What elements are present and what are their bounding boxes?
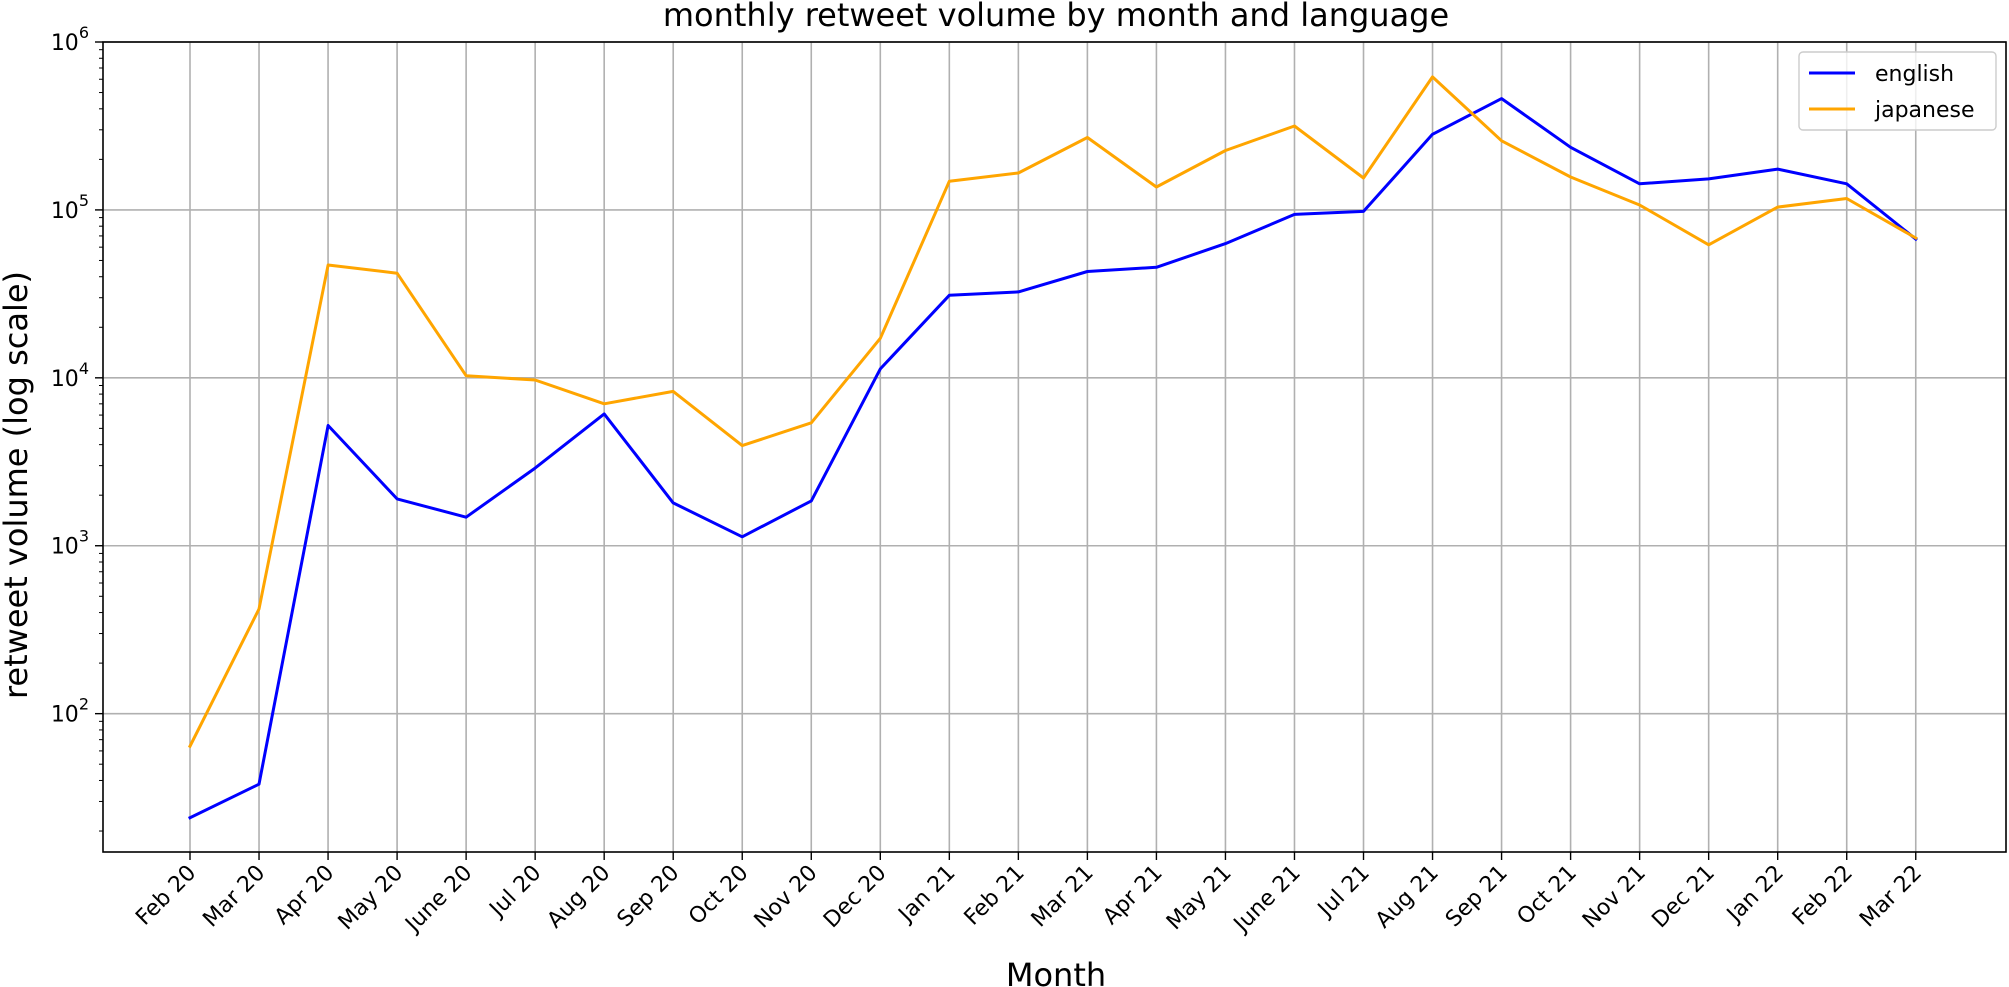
x-tick-label: Oct 21 (1513, 861, 1582, 930)
x-tick-label: Jan 21 (893, 861, 961, 929)
y-axis-ticks: 102 103 104 105 106 (51, 23, 103, 832)
x-tick-label: Aug 20 (543, 861, 616, 934)
x-tick-label: Oct 20 (684, 861, 753, 930)
grid (103, 41, 2006, 852)
x-tick-label: Mar 22 (1855, 861, 1927, 933)
x-tick-label: Mar 21 (1027, 861, 1099, 933)
x-tick-label: Aug 21 (1371, 861, 1444, 934)
series-line-english (187, 97, 1918, 820)
y-tick-label: 105 (51, 191, 89, 224)
x-tick-label: Jan 22 (1721, 861, 1789, 929)
x-tick-label: Sep 21 (1441, 861, 1513, 933)
x-tick-label: Dec 21 (1647, 861, 1720, 934)
x-tick-label: Dec 20 (819, 861, 892, 934)
x-tick-label: June 20 (400, 861, 478, 939)
x-tick-label: Feb 20 (131, 861, 201, 931)
legend-label-english: english (1875, 62, 1954, 87)
x-tick-label: Jul 21 (1312, 861, 1375, 924)
legend: english japanese (1798, 51, 1997, 131)
x-tick-label: Sep 20 (613, 861, 685, 933)
y-tick-label: 106 (51, 23, 89, 56)
plot-frame (102, 41, 2007, 853)
x-tick-label: Apr 21 (1098, 861, 1167, 930)
y-axis-label: retweet volume (log scale) (0, 271, 35, 699)
x-axis-label: Month (1006, 956, 1106, 987)
x-tick-label: Jul 20 (484, 861, 547, 924)
chart-title: monthly retweet volume by month and lang… (663, 0, 1449, 34)
x-tick-label: June 21 (1228, 861, 1306, 939)
series-layer (187, 75, 1918, 820)
y-tick-label: 103 (51, 527, 89, 560)
x-tick-label: Mar 20 (199, 861, 271, 933)
x-tick-label: Nov 21 (1578, 861, 1651, 934)
y-tick-label: 104 (51, 359, 89, 392)
x-tick-label: Feb 21 (960, 861, 1030, 931)
x-tick-label: May 20 (334, 861, 409, 936)
x-tick-label: Apr 20 (270, 861, 339, 930)
y-tick-label: 102 (51, 695, 89, 728)
x-tick-label: May 21 (1162, 861, 1237, 936)
x-tick-label: Feb 22 (1788, 861, 1858, 931)
x-tick-label: Nov 20 (750, 861, 823, 934)
legend-label-japanese: japanese (1874, 98, 1975, 123)
series-line-japanese (187, 75, 1918, 749)
